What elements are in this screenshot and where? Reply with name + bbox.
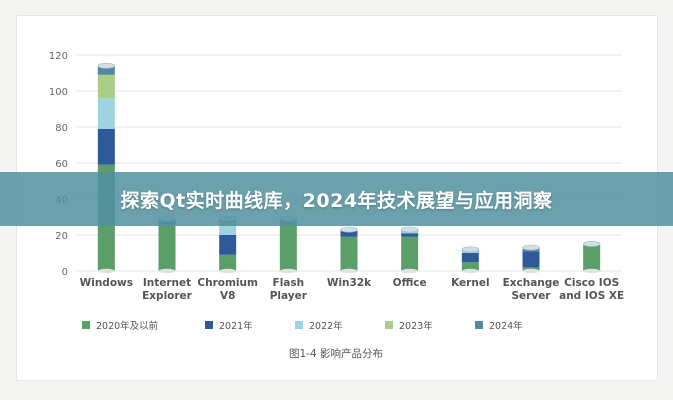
bar-segment <box>97 74 115 99</box>
x-tick-label: Win32k <box>327 277 372 289</box>
x-tick-label: Kernel <box>451 277 489 289</box>
bar-base <box>401 268 419 274</box>
bar-cap <box>340 226 358 233</box>
x-tick-label: Internet <box>143 277 191 289</box>
bar-base <box>461 268 479 274</box>
bar-base <box>97 268 115 274</box>
bar-cap <box>582 241 601 247</box>
legend-swatch <box>385 321 393 329</box>
x-tick-label: Exchange <box>503 277 560 289</box>
x-tick-label: V8 <box>220 290 235 302</box>
legend-swatch <box>475 321 483 329</box>
y-tick-label: 20 <box>55 231 68 242</box>
x-tick-label: Windows <box>80 277 133 289</box>
bar-segment <box>401 233 419 237</box>
legend-swatch <box>205 321 213 329</box>
x-tick-label: Flash <box>273 277 305 289</box>
bar-segment <box>97 128 115 165</box>
bar-base <box>583 268 601 274</box>
bar-segment <box>97 65 115 75</box>
bar-segment <box>461 253 479 262</box>
y-tick-label: 120 <box>49 51 68 62</box>
y-tick-label: 0 <box>62 267 68 278</box>
x-tick-label: and IOS XE <box>559 290 624 302</box>
bar-segment <box>219 235 237 255</box>
y-tick-label: 100 <box>49 87 68 98</box>
y-tick-label: 80 <box>55 123 68 134</box>
banner-title: 探索Qt实时曲线库，2024年技术展望与应用洞察 <box>120 189 553 212</box>
bar-base <box>158 268 176 274</box>
bar-segment <box>340 236 358 271</box>
legend-swatch <box>295 321 303 329</box>
bar-segment <box>401 236 419 271</box>
x-tick-label: Server <box>511 290 551 302</box>
bar-segment <box>279 222 297 271</box>
x-tick-label: Player <box>270 290 308 302</box>
legend-label: 2024年 <box>489 320 523 332</box>
y-tick-label: 60 <box>55 159 68 170</box>
x-tick-label: Explorer <box>142 290 193 302</box>
legend-label: 2023年 <box>399 320 433 332</box>
bar-segment <box>97 98 115 129</box>
bar-segment <box>219 226 237 235</box>
bar-base <box>522 268 540 274</box>
x-tick-label: Cisco IOS <box>564 277 619 289</box>
bar-cap <box>97 62 116 69</box>
bar-segment <box>461 262 479 271</box>
chart-caption: 图1-4 影响产品分布 <box>289 347 383 360</box>
bar-cap <box>522 244 540 251</box>
legend-swatch <box>82 321 90 329</box>
legend-label: 2022年 <box>309 320 343 332</box>
bar-segment <box>522 251 540 268</box>
bar-base <box>279 268 297 274</box>
bar-segment <box>583 245 601 271</box>
bar-base <box>340 268 358 274</box>
legend-label: 2020年及以前 <box>96 320 158 332</box>
x-tick-label: Chromium <box>197 277 258 289</box>
title-banner: 探索Qt实时曲线库，2024年技术展望与应用洞察 <box>0 172 673 226</box>
bar-base <box>219 268 237 274</box>
bar-segment <box>340 231 358 237</box>
x-tick-label: Office <box>393 277 427 289</box>
bar-segment <box>158 224 176 271</box>
bar-cap <box>461 246 480 253</box>
bar-cap <box>400 226 419 233</box>
legend-label: 2021年 <box>219 320 253 332</box>
bar-segment <box>219 254 237 271</box>
